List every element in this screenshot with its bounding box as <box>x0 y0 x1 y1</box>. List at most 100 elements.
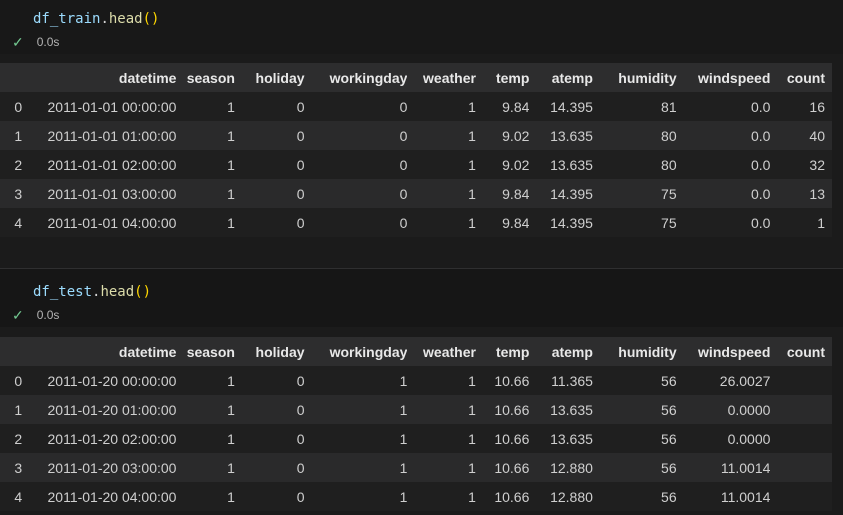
cell: 0.0 <box>750 156 771 173</box>
column-header: count <box>770 337 832 366</box>
cell: 1 <box>227 156 235 173</box>
cell: 32 <box>809 156 825 173</box>
cell: 1 <box>227 459 235 476</box>
row-index: 2 <box>14 430 23 447</box>
cell: 1 <box>227 98 235 115</box>
column-header: datetime <box>22 63 177 92</box>
row-index: 1 <box>14 127 23 144</box>
cell: 1 <box>227 214 235 231</box>
column-header: datetime <box>22 337 177 366</box>
column-header: temp <box>475 337 530 366</box>
cell: 1 <box>399 372 408 389</box>
cell: 12.880 <box>550 459 593 476</box>
cell: 56 <box>661 372 677 389</box>
table-body: 0 2011-01-20 00:00:00 1 0 1 1 10.66 11.365 56 26.… <box>0 366 832 511</box>
cell: 2011-01-01 01:00:00 <box>47 127 177 144</box>
cell: 0.0000 <box>727 430 771 447</box>
cell: 1 <box>468 127 476 144</box>
cell: 0.0000 <box>727 401 771 418</box>
cell: 0.0 <box>750 185 771 202</box>
cell: 0.0 <box>750 127 771 144</box>
header-row: datetime season holiday workingday weather te… <box>0 63 832 92</box>
cell <box>770 424 832 453</box>
cell: 56 <box>661 459 677 476</box>
df-train-table: datetime season holiday workingday weather te… <box>0 63 832 237</box>
code-editor-line[interactable]: df_test.head() <box>0 269 843 303</box>
table-row: 1 2011-01-01 01:00:00 1 0 0 1 9.02 13.635 80 0.0 4… <box>0 121 832 150</box>
table-row: 0 2011-01-20 00:00:00 1 0 1 1 10.66 11.365 56 26.… <box>0 366 832 395</box>
table-row: 4 2011-01-20 04:00:00 1 0 1 1 10.66 12.880 56 11.… <box>0 482 832 511</box>
row-index: 2 <box>14 156 23 173</box>
cell: 2011-01-01 03:00:00 <box>47 185 177 202</box>
cell: 1 <box>227 127 235 144</box>
cell: 9.02 <box>502 127 530 144</box>
cell: 11.0014 <box>720 488 771 505</box>
cell: 2011-01-20 03:00:00 <box>47 459 177 476</box>
cell: 56 <box>661 488 677 505</box>
cell: 16 <box>809 98 825 115</box>
cell: 1 <box>817 214 825 231</box>
column-header: season <box>176 337 235 366</box>
code-parens: () <box>134 284 152 300</box>
cell: 0 <box>399 156 408 173</box>
column-header: weather <box>407 63 476 92</box>
cell: 10.66 <box>494 488 530 505</box>
cell: 40 <box>809 127 825 144</box>
row-index: 0 <box>14 98 23 115</box>
cell: 0 <box>399 185 408 202</box>
cell: 0.0 <box>750 98 771 115</box>
cell: 80 <box>661 127 677 144</box>
cell: 0 <box>399 127 408 144</box>
cell: 13.635 <box>550 127 593 144</box>
cell: 14.395 <box>550 214 593 231</box>
cell: 1 <box>468 214 476 231</box>
cell: 0 <box>296 488 305 505</box>
table-row: 0 2011-01-01 00:00:00 1 0 0 1 9.84 14.395 81 0.0 1… <box>0 92 832 121</box>
column-header: humidity <box>592 63 677 92</box>
cell: 0 <box>296 185 305 202</box>
column-header: workingday <box>304 337 408 366</box>
cell: 10.66 <box>494 459 530 476</box>
column-header: windspeed <box>676 337 771 366</box>
table-row: 3 2011-01-01 03:00:00 1 0 0 1 9.84 14.395 75 0.0 1… <box>0 179 832 208</box>
cell: 26.0027 <box>719 372 771 389</box>
cell: 9.02 <box>502 156 530 173</box>
row-index: 4 <box>14 214 23 231</box>
code-variable: df_train <box>33 11 101 27</box>
execution-time: 0.0s <box>36 35 60 49</box>
cell <box>770 482 832 511</box>
code-dot: . <box>92 284 101 300</box>
cell: 10.66 <box>494 372 530 389</box>
cell: 2011-01-20 02:00:00 <box>47 430 177 447</box>
cell: 1 <box>399 401 408 418</box>
code-editor-line[interactable]: df_train.head() <box>0 0 843 30</box>
cell: 56 <box>661 430 677 447</box>
cell: 12.880 <box>550 488 593 505</box>
success-check-icon: ✓ <box>12 34 24 50</box>
cell: 2011-01-20 00:00:00 <box>47 372 177 389</box>
notebook-cell-df-train: df_train.head() ✓ 0.0s datetime season hol… <box>0 0 843 237</box>
row-index: 3 <box>14 185 23 202</box>
cell: 2011-01-20 01:00:00 <box>47 401 177 418</box>
cell: 10.66 <box>494 430 530 447</box>
cell: 13 <box>809 185 825 202</box>
cell: 75 <box>661 214 677 231</box>
cell: 9.84 <box>502 98 530 115</box>
row-index: 0 <box>14 372 23 389</box>
cell: 1 <box>227 488 235 505</box>
table-header: datetime season holiday workingday weather te… <box>0 63 832 92</box>
cell: 0 <box>296 401 305 418</box>
df-test-table: datetime season holiday workingday weather te… <box>0 337 832 511</box>
table-body: 0 2011-01-01 00:00:00 1 0 0 1 9.84 14.395 81 0.0 1… <box>0 92 832 237</box>
cell: 0 <box>296 459 305 476</box>
cell <box>770 395 832 424</box>
column-header: count <box>770 63 832 92</box>
cell: 9.84 <box>502 185 530 202</box>
cell: 0 <box>296 372 305 389</box>
table-row: 1 2011-01-20 01:00:00 1 0 1 1 10.66 13.635 56 0.0… <box>0 395 832 424</box>
cell: 75 <box>661 185 677 202</box>
code-variable: df_test <box>33 284 93 300</box>
column-header: holiday <box>234 63 305 92</box>
cell: 56 <box>661 401 677 418</box>
column-header: season <box>176 63 235 92</box>
